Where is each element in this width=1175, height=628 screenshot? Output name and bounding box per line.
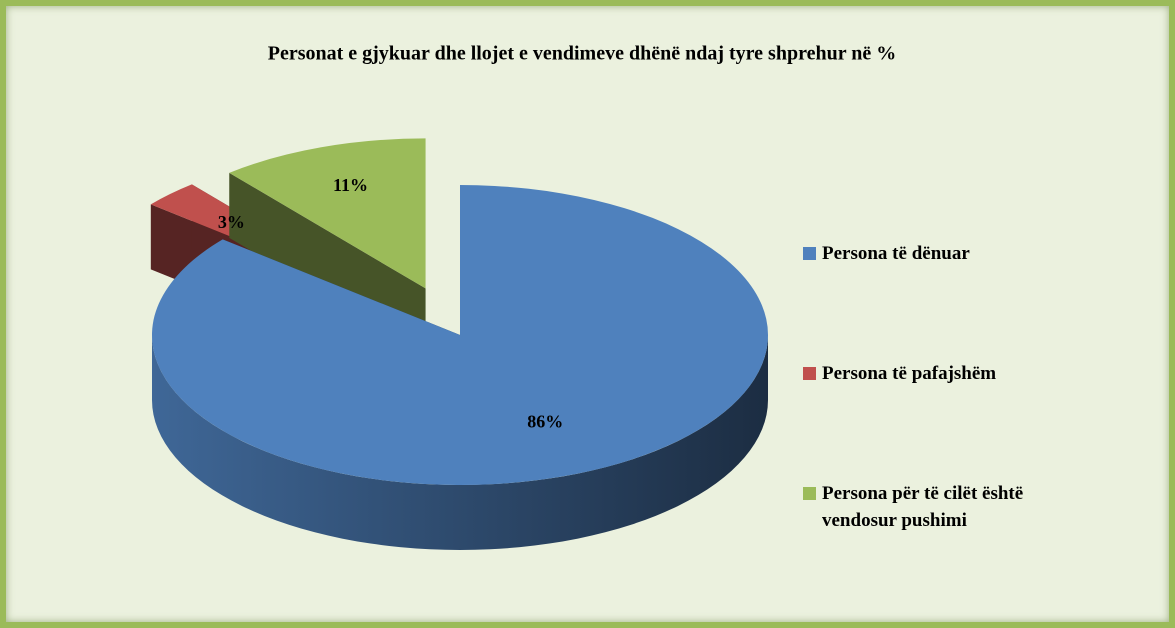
slice (229, 138, 426, 289)
legend-item: Persona të pafajshëm (803, 360, 1053, 387)
data-label: 11% (333, 175, 368, 195)
legend-label: Persona të pafajshëm (822, 363, 997, 384)
data-label: 3% (218, 212, 245, 232)
legend-swatch (803, 367, 816, 380)
slice (151, 185, 769, 486)
slice-side (152, 335, 768, 550)
legend-label: Persona të dënuar (822, 243, 970, 264)
data-label: 86% (527, 411, 563, 431)
legend-swatch (803, 487, 816, 500)
legend-item: Persona të dënuar (803, 240, 1053, 267)
legend-item: Persona për të cilët është vendosur push… (803, 480, 1053, 534)
legend-label: Persona për të cilët është vendosur push… (822, 483, 1024, 531)
legend-swatch (803, 247, 816, 260)
chart-title: Personat e gjykuar dhe llojet e vendimev… (268, 43, 897, 65)
